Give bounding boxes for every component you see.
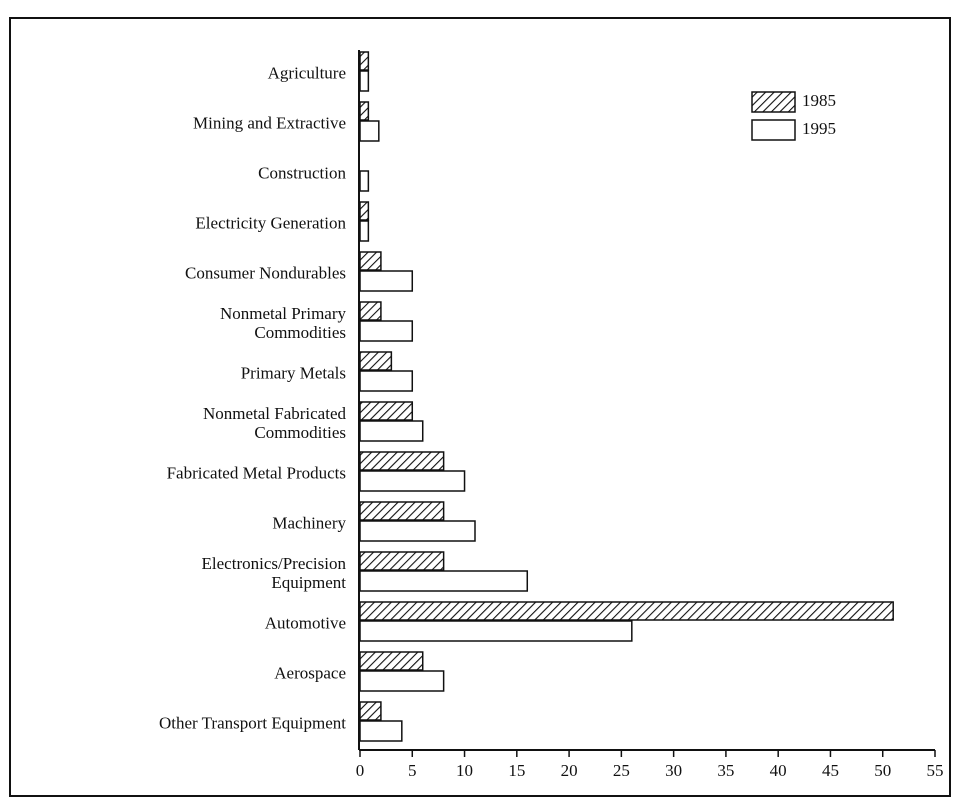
x-tick-label: 35 [717,761,734,780]
bar [359,70,370,92]
category-label: Automotive [264,613,346,633]
x-tick-label: 25 [613,761,630,780]
bar [359,401,414,421]
bar [359,51,370,71]
bar [359,201,370,221]
bar [359,120,380,142]
category-label: Nonmetal Fabricated Commodities [202,404,346,442]
category-label: Electricity Generation [195,213,346,233]
x-tick-label: 50 [874,761,891,780]
bar [359,470,466,492]
x-tick-label: 0 [356,761,365,780]
legend-label: 1985 [802,91,836,110]
x-tick-label: 55 [927,761,944,780]
x-tick-label: 45 [822,761,839,780]
bar [359,101,370,121]
category-label: Agriculture [267,63,346,83]
bar [359,220,370,242]
legend-swatch [751,91,796,113]
bar [359,501,445,521]
bar [359,620,633,642]
legend-label: 1995 [802,119,836,138]
x-tick-label: 20 [561,761,578,780]
category-label: Machinery [272,513,346,533]
bar [359,351,393,371]
x-tick-label: 30 [665,761,682,780]
category-label: Mining and Extractive [193,113,346,133]
x-tick-label: 10 [456,761,473,780]
x-tick-label: 40 [770,761,787,780]
x-tick-label: 5 [408,761,417,780]
bar [359,251,382,271]
bar [359,670,445,692]
category-label: Other Transport Equipment [159,713,346,733]
bar [359,170,370,192]
category-label: Consumer Nondurables [184,263,346,283]
bar [359,520,476,542]
bar [359,601,894,621]
bar [359,551,445,571]
legend-swatch [751,119,796,141]
bar [359,570,529,592]
x-tick-label: 15 [508,761,525,780]
bar [359,651,424,671]
bar [359,270,414,292]
bar [359,370,414,392]
bar [359,320,414,342]
category-label: Electronics/Precision Equipment [201,554,346,592]
category-label: Construction [258,163,346,183]
category-label: Primary Metals [240,363,346,383]
bar [359,701,382,721]
category-label: Aerospace [274,663,346,683]
category-label: Nonmetal Primary Commodities [219,304,346,342]
frame [9,17,951,797]
bar [359,420,424,442]
bar [359,301,382,321]
bar [359,720,403,742]
bar [359,451,445,471]
category-label: Fabricated Metal Products [166,463,346,483]
